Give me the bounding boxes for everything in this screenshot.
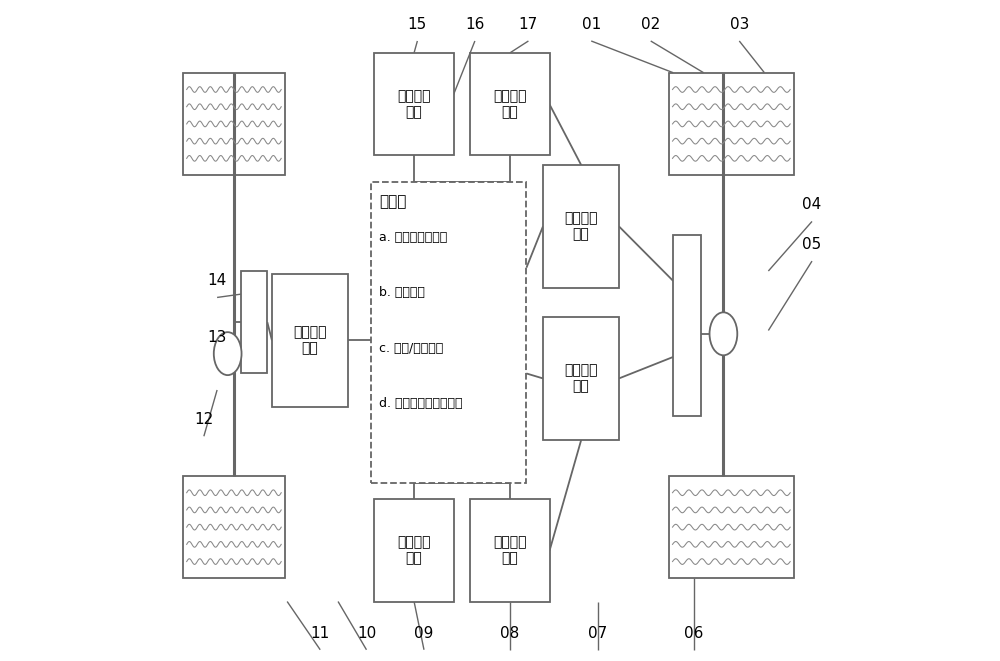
Text: 14: 14 [207,274,227,288]
Text: a. 驾驶员意图识别: a. 驾驶员意图识别 [379,231,447,245]
Text: 10: 10 [357,626,376,641]
Text: b. 能量管理: b. 能量管理 [379,286,425,299]
Text: 控制器: 控制器 [379,194,406,209]
Bar [470,499,550,602]
Text: 05: 05 [802,237,822,252]
Bar [669,476,794,578]
Text: 01: 01 [582,17,601,32]
Text: 16: 16 [465,17,485,32]
Ellipse shape [710,312,737,356]
Text: 第三驱动
电机: 第三驱动 电机 [293,325,327,356]
Text: 08: 08 [500,626,520,641]
Text: 13: 13 [207,330,227,344]
Text: 02: 02 [641,17,660,32]
Text: 第一驱动
电机: 第一驱动 电机 [564,212,598,241]
Text: 06: 06 [684,626,703,641]
Text: 11: 11 [311,626,330,641]
Text: 03: 03 [730,17,749,32]
Text: d. 状态检测与容错控制: d. 状态检测与容错控制 [379,397,463,410]
Bar [183,476,285,578]
Text: 第二动力
电池: 第二动力 电池 [493,535,527,565]
Text: 07: 07 [588,626,607,641]
Bar [241,271,267,373]
Text: 第四动力
电池: 第四动力 电池 [493,89,527,119]
Text: 第三动力
电池: 第三动力 电池 [397,89,431,119]
Text: 第二驱动
电机: 第二驱动 电机 [564,364,598,393]
Text: 15: 15 [408,17,427,32]
Bar [543,317,619,440]
Bar [673,235,701,416]
Bar [374,499,454,602]
Bar [470,53,550,155]
Bar [272,274,348,407]
Text: 04: 04 [802,198,822,212]
Text: c. 驱动/制动控制: c. 驱动/制动控制 [379,342,443,354]
Text: 17: 17 [519,17,538,32]
Bar [543,165,619,288]
Bar [183,73,285,175]
Ellipse shape [214,332,242,375]
Bar [374,53,454,155]
Text: 第一动力
电池: 第一动力 电池 [397,535,431,565]
Bar [371,182,526,483]
Text: 09: 09 [414,626,434,641]
Bar [669,73,794,175]
Text: 12: 12 [194,412,213,427]
